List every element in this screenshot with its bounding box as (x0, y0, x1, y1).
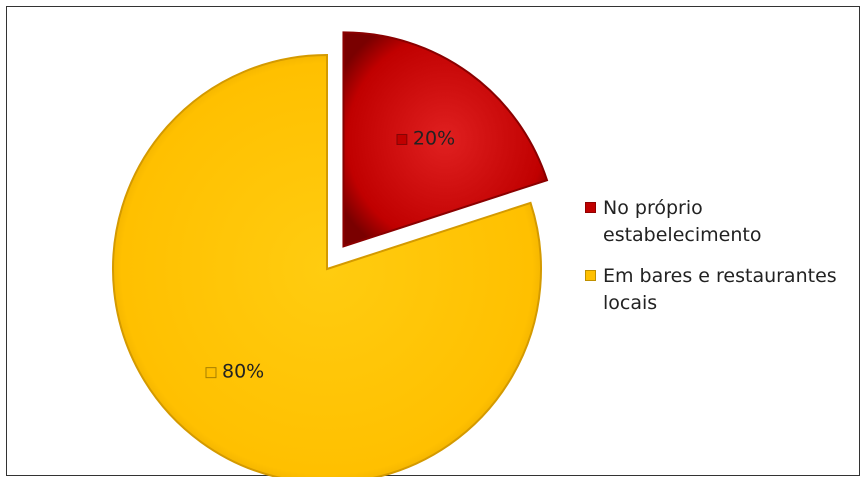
pie-slice-1 (112, 53, 542, 477)
pie-chart: 20% 80% (112, 31, 549, 477)
legend-label: No próprio estabelecimento (603, 197, 762, 246)
data-label-1: 80% (222, 361, 264, 383)
legend-label: Em bares e restaurantes locais (603, 265, 837, 314)
legend-item-bares: Em bares e restaurantes locais (585, 263, 865, 317)
chart-area: 20% 80% No próprio estabelecimento Em bar… (6, 6, 860, 477)
data-label-marker-1 (205, 367, 217, 379)
data-label-marker-0 (396, 133, 408, 145)
data-label-0: 20% (413, 127, 455, 149)
legend-swatch-yellow (585, 270, 596, 281)
legend-swatch-red (585, 202, 596, 213)
legend-item-no-proprio: No próprio estabelecimento (585, 195, 865, 249)
chart-legend: No próprio estabelecimento Em bares e re… (585, 195, 865, 331)
pie-slice-0 (342, 31, 549, 248)
